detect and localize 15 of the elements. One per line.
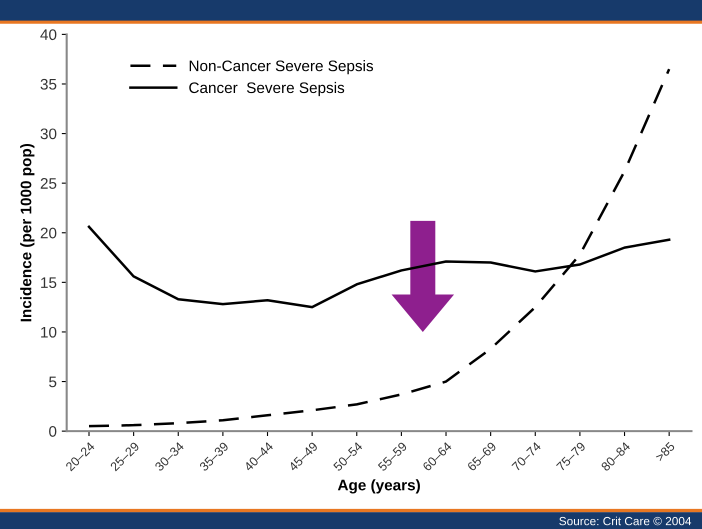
y-tick-label: 30 (40, 128, 56, 140)
y-tick-label: 35 (40, 78, 56, 90)
source-note: Source: Crit Care © 2004 (559, 516, 692, 526)
legend-label: Non-Cancer Severe Sepsis (190, 60, 374, 74)
y-axis-title: Incidence (per 1000 pop) (20, 144, 34, 322)
x-tick-label: >85 (654, 441, 676, 462)
y-tick-label: 0 (49, 426, 56, 437)
y-tick-label: 15 (41, 277, 56, 288)
y-tick-label: 10 (41, 326, 56, 338)
x-axis-title: Age (years) (338, 479, 420, 494)
y-tick-label: 25 (40, 178, 56, 189)
y-tick-label: 20 (40, 228, 56, 238)
y-tick-label: 5 (49, 376, 56, 388)
legend-label: Cancer Severe Sepsis (189, 82, 344, 96)
y-tick-label: 40 (40, 29, 56, 40)
